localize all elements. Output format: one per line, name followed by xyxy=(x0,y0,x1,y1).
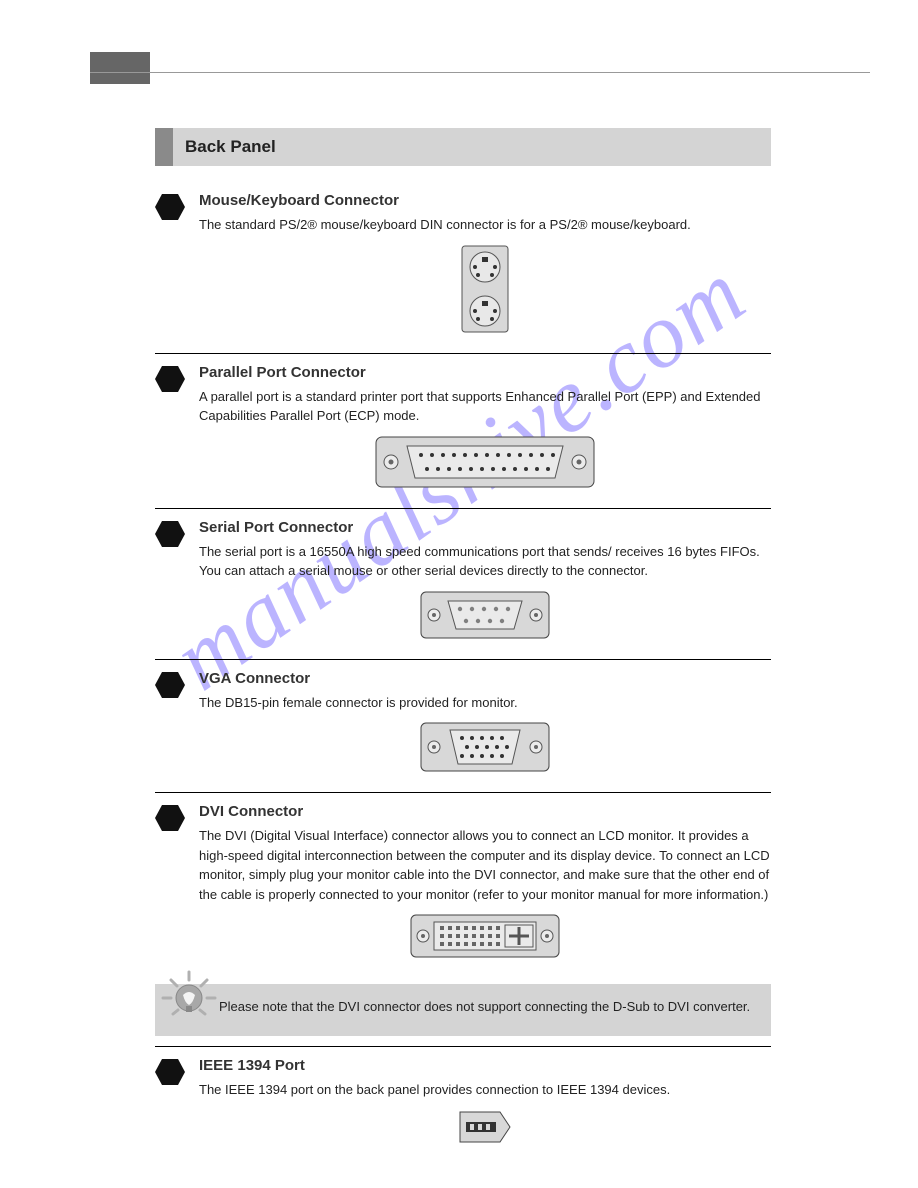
section-heading: Back Panel xyxy=(155,128,771,166)
divider xyxy=(155,353,771,354)
section-title: Mouse/Keyboard Connector xyxy=(199,192,771,209)
section-title: Parallel Port Connector xyxy=(199,364,771,381)
ieee1394-connector-figure xyxy=(199,1110,771,1144)
section-mouse-keyboard: Mouse/Keyboard Connector The standard PS… xyxy=(155,184,771,351)
hex-bullet-icon xyxy=(155,805,185,831)
section-desc: A parallel port is a standard printer po… xyxy=(199,387,771,426)
divider xyxy=(155,508,771,509)
section-title: DVI Connector xyxy=(199,803,771,820)
section-body: Parallel Port Connector A parallel port … xyxy=(199,364,771,492)
section-body: IEEE 1394 Port The IEEE 1394 port on the… xyxy=(199,1057,771,1148)
section-desc: The standard PS/2® mouse/keyboard DIN co… xyxy=(199,215,771,235)
section-dvi: DVI Connector The DVI (Digital Visual In… xyxy=(155,795,771,976)
divider xyxy=(155,659,771,660)
vga-connector-figure xyxy=(199,722,771,772)
lightbulb-icon xyxy=(161,970,217,1026)
section-body: VGA Connector The DB15-pin female connec… xyxy=(199,670,771,777)
page-content: Back Panel Mouse/Keyboard Connector The … xyxy=(155,128,771,1162)
note-bar: Please note that the DVI connector does … xyxy=(155,984,771,1036)
note-text: Please note that the DVI connector does … xyxy=(219,999,750,1014)
section-ieee1394: IEEE 1394 Port The IEEE 1394 port on the… xyxy=(155,1049,771,1162)
section-body: Mouse/Keyboard Connector The standard PS… xyxy=(199,192,771,337)
top-rule xyxy=(90,72,870,73)
section-body: DVI Connector The DVI (Digital Visual In… xyxy=(199,803,771,962)
section-title: VGA Connector xyxy=(199,670,771,687)
section-desc: The IEEE 1394 port on the back panel pro… xyxy=(199,1080,771,1100)
section-vga: VGA Connector The DB15-pin female connec… xyxy=(155,662,771,791)
serial-connector-figure xyxy=(199,591,771,639)
ps2-connector-figure xyxy=(199,245,771,333)
section-body: Serial Port Connector The serial port is… xyxy=(199,519,771,643)
section-title: IEEE 1394 Port xyxy=(199,1057,771,1074)
heading-accent xyxy=(155,128,173,166)
hex-bullet-icon xyxy=(155,366,185,392)
dvi-connector-figure xyxy=(199,914,771,958)
section-desc: The DB15-pin female connector is provide… xyxy=(199,693,771,713)
section-serial: Serial Port Connector The serial port is… xyxy=(155,511,771,657)
heading-text: Back Panel xyxy=(173,128,771,166)
divider xyxy=(155,792,771,793)
section-desc: The serial port is a 16550A high speed c… xyxy=(199,542,771,581)
hex-bullet-icon xyxy=(155,672,185,698)
parallel-connector-figure xyxy=(199,436,771,488)
section-title: Serial Port Connector xyxy=(199,519,771,536)
section-desc: The DVI (Digital Visual Interface) conne… xyxy=(199,826,771,904)
hex-bullet-icon xyxy=(155,521,185,547)
section-parallel: Parallel Port Connector A parallel port … xyxy=(155,356,771,506)
hex-bullet-icon xyxy=(155,194,185,220)
hex-bullet-icon xyxy=(155,1059,185,1085)
page-number-block xyxy=(90,52,150,84)
divider xyxy=(155,1046,771,1047)
